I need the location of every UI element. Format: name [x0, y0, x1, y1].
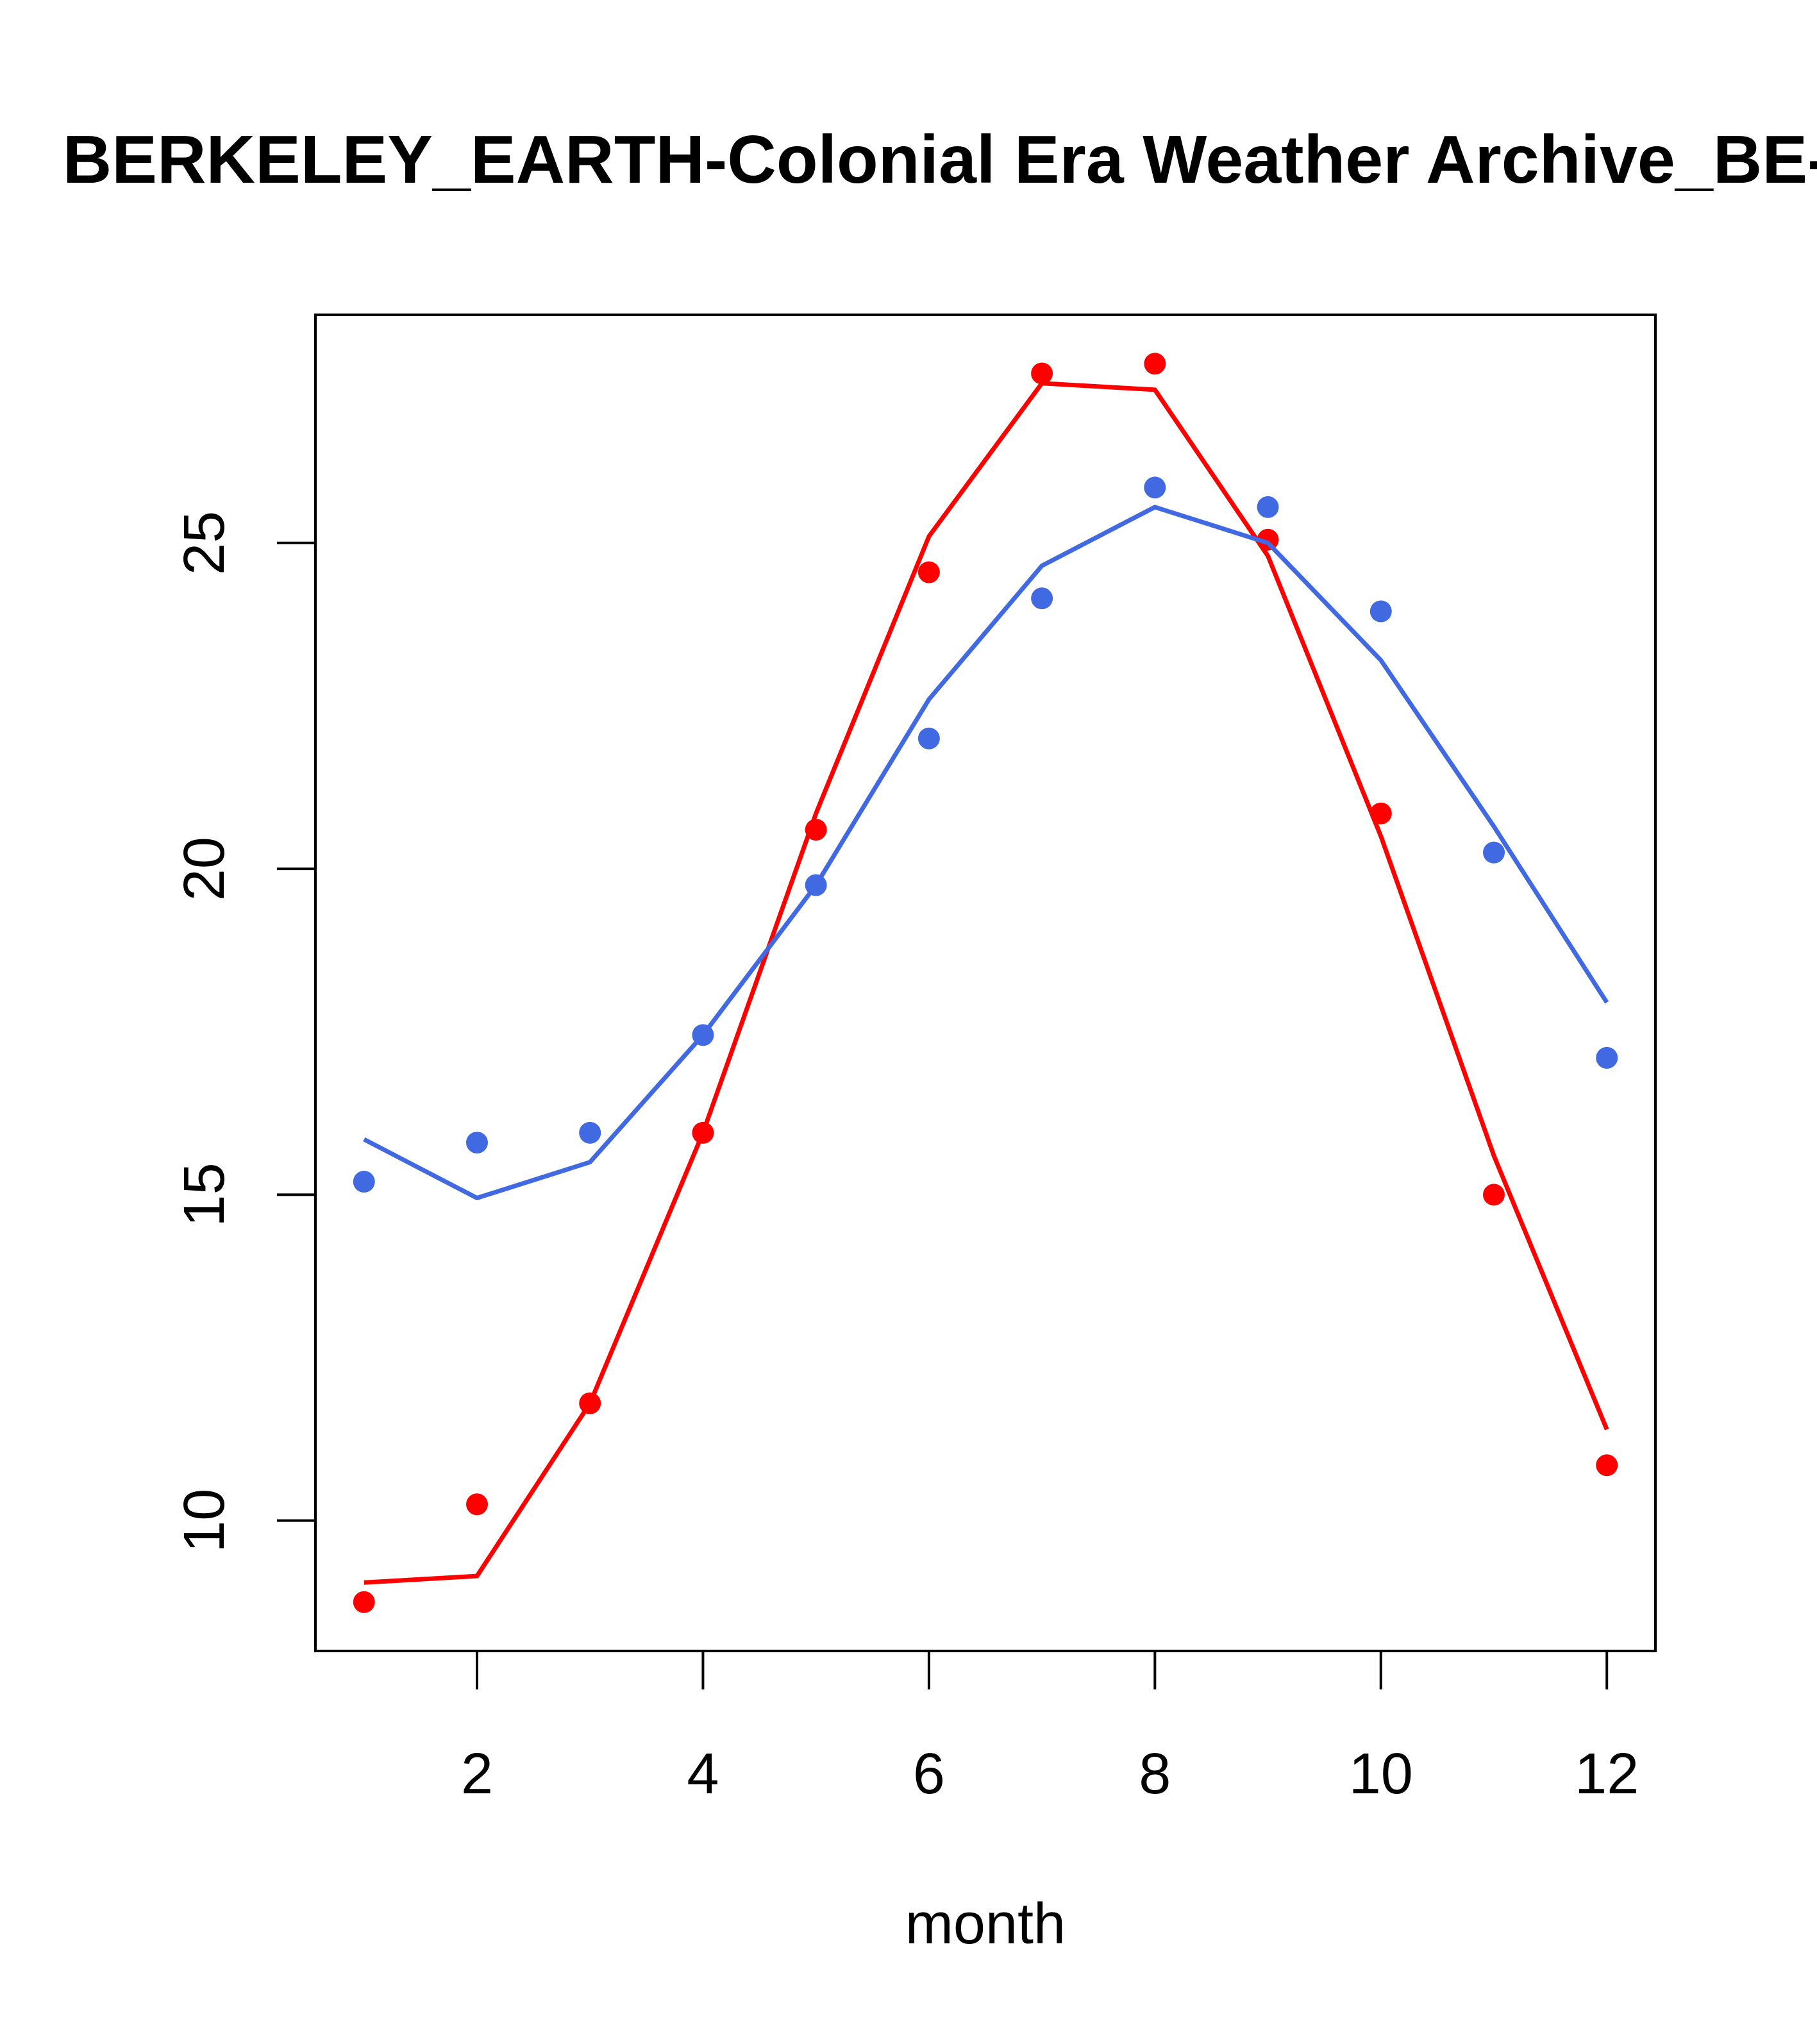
series-2-point [1031, 587, 1053, 610]
x-tick-label: 12 [1575, 1742, 1639, 1806]
x-axis: 2 4 6 8 10 12 [461, 1651, 1639, 1806]
chart-title: BERKELEY_EARTH-Colonial Era Weather Arch… [63, 122, 1817, 197]
x-axis-label: month [905, 1892, 1066, 1956]
series-layer [353, 353, 1618, 1613]
series-1-point [805, 819, 827, 841]
series-2-point [692, 1024, 714, 1046]
x-tick-label: 8 [1139, 1742, 1171, 1806]
series-2-point [579, 1121, 601, 1144]
series-1-point [1257, 528, 1279, 551]
series-1-point [692, 1121, 714, 1144]
series-1-point [465, 1493, 488, 1516]
x-tick-label: 10 [1349, 1742, 1413, 1806]
y-tick-label: 25 [172, 511, 237, 575]
series-2-point [1483, 841, 1505, 864]
series-2-point [465, 1132, 488, 1154]
series-1-point [917, 561, 940, 583]
series-1-line [364, 381, 1609, 1585]
x-tick-label: 4 [687, 1742, 719, 1806]
series-2-point [1144, 476, 1166, 499]
x-tick-label: 6 [913, 1742, 945, 1806]
series-1-point [1369, 802, 1392, 825]
series-1-point [1144, 353, 1166, 375]
series-2-point [353, 1171, 375, 1193]
series-2-point [1596, 1046, 1618, 1069]
series-2-point [1369, 600, 1392, 623]
series-1-point [353, 1591, 375, 1613]
series-2-point [1257, 496, 1279, 518]
series-2-point [805, 874, 827, 896]
y-tick-label: 15 [172, 1162, 237, 1227]
y-axis: 10 15 20 25 [172, 511, 315, 1553]
plot-frame [314, 314, 1657, 1652]
series-2-line [363, 505, 1609, 1200]
y-tick-label: 20 [172, 837, 237, 901]
series-2-point [917, 727, 940, 750]
y-tick-label: 10 [172, 1489, 237, 1553]
series-1-point [1483, 1184, 1505, 1206]
series-1-point [1596, 1454, 1618, 1477]
x-tick-label: 2 [461, 1742, 493, 1806]
series-1-point [579, 1392, 601, 1414]
series-1-point [1031, 362, 1053, 385]
